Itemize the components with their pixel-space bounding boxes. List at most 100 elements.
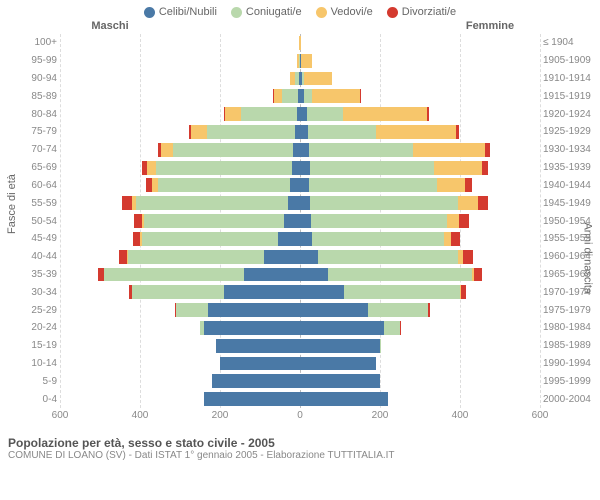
female-bar (300, 89, 540, 103)
bar-segment (173, 143, 293, 157)
male-bar (60, 285, 300, 299)
bar-segment (216, 339, 300, 353)
chart-footer: Popolazione per età, sesso e stato civil… (0, 432, 600, 461)
bar-segment (307, 107, 343, 121)
male-bar (60, 125, 300, 139)
bar-segment (244, 268, 300, 282)
legend-item: Divorziati/e (387, 6, 456, 18)
birth-year-label: 1940-1944 (543, 180, 598, 191)
male-bar (60, 178, 300, 192)
age-row: 85-891915-1919 (60, 87, 540, 105)
male-bar (60, 268, 300, 282)
birth-year-label: 1920-1924 (543, 109, 598, 120)
birth-year-label: 1990-1994 (543, 358, 598, 369)
age-label: 80-84 (2, 109, 57, 120)
bar-segment (300, 107, 307, 121)
age-row: 65-691935-1939 (60, 159, 540, 177)
x-tick: 200 (212, 410, 229, 421)
legend-item: Vedovi/e (316, 6, 373, 18)
male-bar (60, 232, 300, 246)
bar-segment (309, 143, 413, 157)
age-row: 95-991905-1909 (60, 52, 540, 70)
bar-segment (478, 196, 488, 210)
legend: Celibi/Nubili Coniugati/e Vedovi/e Divorzia… (0, 0, 600, 20)
bar-segment (437, 178, 465, 192)
bar-segment (290, 178, 300, 192)
bar-segment (368, 303, 428, 317)
birth-year-label: ≤ 1904 (543, 37, 598, 48)
age-row: 25-291975-1979 (60, 301, 540, 319)
legend-swatch (387, 7, 398, 18)
x-tick: 0 (297, 410, 303, 421)
birth-year-label: 1905-1909 (543, 55, 598, 66)
x-tick: 600 (52, 410, 69, 421)
birth-year-label: 1930-1934 (543, 144, 598, 155)
birth-year-label: 1975-1979 (543, 305, 598, 316)
male-bar (60, 72, 300, 86)
bar-segment (344, 285, 460, 299)
birth-year-label: 1910-1914 (543, 73, 598, 84)
bar-segment (451, 232, 460, 246)
male-bar (60, 143, 300, 157)
bar-segment (288, 196, 300, 210)
bar-segment (208, 303, 300, 317)
bar-segment (136, 196, 288, 210)
bar-segment (300, 285, 344, 299)
x-tick: 400 (132, 410, 149, 421)
age-row: 40-441960-1964 (60, 248, 540, 266)
bar-segment (133, 232, 140, 246)
male-bar (60, 107, 300, 121)
age-row: 80-841920-1924 (60, 105, 540, 123)
legend-swatch (316, 7, 327, 18)
bar-segment (274, 89, 283, 103)
bar-segment (300, 357, 376, 371)
age-row: 10-141990-1994 (60, 355, 540, 373)
age-label: 20-24 (2, 322, 57, 333)
age-row: 35-391965-1969 (60, 266, 540, 284)
age-row: 5-91995-1999 (60, 372, 540, 390)
pyramid-chart: Fasce di età Anni di nascita 100+≤ 19049… (0, 34, 600, 432)
bar-segment (158, 178, 290, 192)
age-label: 65-69 (2, 162, 57, 173)
female-bar (300, 321, 540, 335)
legend-item: Celibi/Nubili (144, 6, 217, 18)
bar-segment (308, 125, 376, 139)
female-bar (300, 285, 540, 299)
bar-segment (300, 196, 310, 210)
female-bar (300, 54, 540, 68)
bar-segment (427, 107, 429, 121)
gridline (540, 34, 541, 408)
male-bar (60, 196, 300, 210)
bar-segment (300, 143, 309, 157)
age-label: 30-34 (2, 287, 57, 298)
birth-year-label: 1925-1929 (543, 126, 598, 137)
age-row: 70-741930-1934 (60, 141, 540, 159)
birth-year-label: 1915-1919 (543, 91, 598, 102)
bar-segment (304, 89, 312, 103)
legend-label: Celibi/Nubili (159, 6, 217, 18)
bar-segment (278, 232, 300, 246)
header-males: Maschi (60, 20, 160, 32)
bar-segment (128, 250, 264, 264)
legend-label: Divorziati/e (402, 6, 456, 18)
age-row: 50-541950-1954 (60, 212, 540, 230)
legend-label: Coniugati/e (246, 6, 302, 18)
bar-segment (444, 232, 451, 246)
bar-segment (474, 268, 482, 282)
age-label: 5-9 (2, 376, 57, 387)
age-label: 60-64 (2, 180, 57, 191)
age-row: 75-791925-1929 (60, 123, 540, 141)
age-label: 10-14 (2, 358, 57, 369)
bar-segment (300, 214, 311, 228)
female-bar (300, 125, 540, 139)
bar-segment (119, 250, 127, 264)
bar-segment (142, 232, 278, 246)
bar-segment (300, 392, 388, 406)
birth-year-label: 1945-1949 (543, 198, 598, 209)
legend-swatch (231, 7, 242, 18)
bar-segment (224, 285, 300, 299)
bar-segment (104, 268, 244, 282)
female-bar (300, 357, 540, 371)
age-label: 95-99 (2, 55, 57, 66)
x-tick: 600 (532, 410, 549, 421)
